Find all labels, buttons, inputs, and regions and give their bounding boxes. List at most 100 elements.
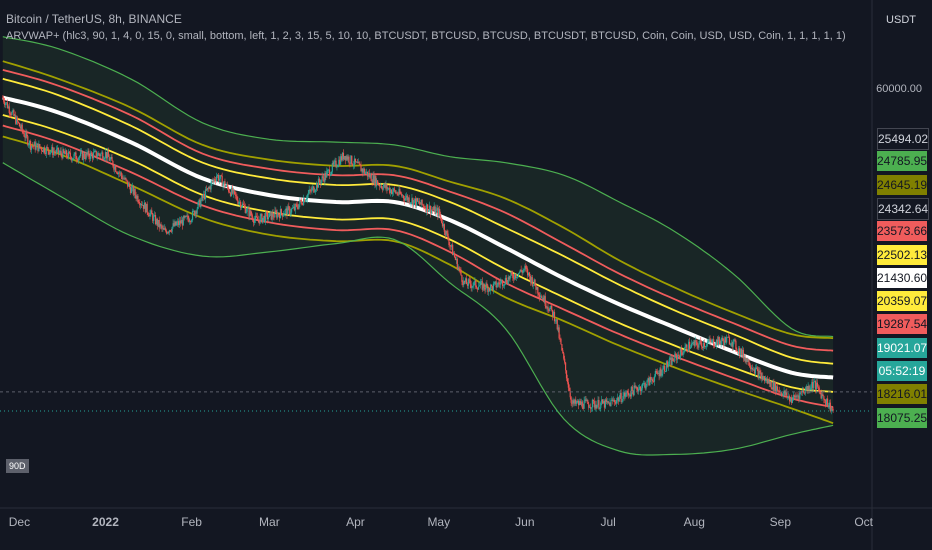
candle-body xyxy=(601,399,603,403)
candle-body xyxy=(652,379,654,382)
candle-body xyxy=(506,282,508,284)
candle-body xyxy=(35,144,37,150)
candle-body xyxy=(503,284,506,286)
candle-body xyxy=(776,386,779,391)
candle-body xyxy=(138,201,140,204)
candle-body xyxy=(288,206,290,208)
candle-body xyxy=(491,286,494,291)
candle-body xyxy=(420,199,422,205)
candle-body xyxy=(66,156,69,158)
candle-body xyxy=(316,183,319,188)
candle-body xyxy=(57,147,59,154)
candle-body xyxy=(207,187,209,189)
candle-body xyxy=(624,392,626,397)
candle-body xyxy=(165,228,167,231)
candle-body xyxy=(322,176,324,179)
candle-body xyxy=(319,182,321,185)
candle-body xyxy=(237,200,239,204)
candle-body xyxy=(356,161,358,164)
indicator-legend[interactable]: ARVWAP+ (hlc3, 90, 1, 4, 0, 15, 0, small… xyxy=(6,30,846,42)
candle-body xyxy=(665,361,668,372)
candle-body xyxy=(563,353,565,359)
candle-body xyxy=(695,340,697,342)
candle-body xyxy=(46,147,48,148)
candle-body xyxy=(236,195,238,201)
candle-body xyxy=(599,407,601,409)
candle-body xyxy=(114,166,116,170)
candle-body xyxy=(472,285,474,287)
candle-body xyxy=(493,282,495,284)
candle-body xyxy=(244,206,246,214)
candle-body xyxy=(808,385,810,391)
candle-body xyxy=(556,319,558,330)
candle-body xyxy=(147,212,149,215)
candle-body xyxy=(395,192,397,194)
candle-body xyxy=(78,157,80,161)
candle-body xyxy=(246,208,248,212)
candle-body xyxy=(204,189,207,200)
candle-body xyxy=(478,285,481,287)
candle-body xyxy=(701,346,704,349)
candle-body xyxy=(116,171,118,173)
candle-body xyxy=(394,190,396,193)
timeframe-badge[interactable]: 90D xyxy=(6,459,29,473)
candle-body xyxy=(709,339,711,341)
candle-body xyxy=(567,382,569,388)
candle-body xyxy=(216,175,219,177)
candle-body xyxy=(267,217,270,220)
candle-body xyxy=(12,110,14,112)
candle-body xyxy=(738,348,740,353)
candle-body xyxy=(403,198,406,201)
candle-body xyxy=(166,232,169,234)
candle-body xyxy=(539,294,541,298)
candle-body xyxy=(480,281,482,282)
candle-body xyxy=(344,155,346,161)
candle-body xyxy=(463,280,465,285)
candle-body xyxy=(515,276,518,278)
candle-body xyxy=(146,203,148,213)
price-tag: 19021.07 xyxy=(877,337,927,358)
candle-body xyxy=(313,186,315,193)
candle-body xyxy=(667,364,669,367)
candle-body xyxy=(16,117,18,124)
candle-body xyxy=(793,395,795,396)
candle-body xyxy=(458,267,460,269)
candle-body xyxy=(52,146,54,155)
candle-body xyxy=(95,150,97,158)
candle-body xyxy=(11,111,13,115)
candle-body xyxy=(362,168,364,173)
candle-body xyxy=(739,349,742,356)
candle-body xyxy=(627,392,630,396)
candle-body xyxy=(570,397,572,403)
candle-body xyxy=(284,209,286,215)
x-tick-label: Jul xyxy=(601,515,616,529)
candle-body xyxy=(798,395,800,399)
candle-body xyxy=(120,172,122,176)
candle-body xyxy=(606,401,608,402)
candle-body xyxy=(54,152,57,153)
candle-body xyxy=(61,154,63,159)
candle-body xyxy=(583,400,585,409)
candle-body xyxy=(292,206,295,209)
band-line-green-outer-upper xyxy=(2,36,834,338)
candle-body xyxy=(325,173,327,178)
candle-body xyxy=(602,399,604,404)
candle-body xyxy=(9,113,11,114)
candle-body xyxy=(768,379,770,384)
candle-body xyxy=(638,388,640,392)
candle-body xyxy=(596,405,598,409)
candle-body xyxy=(97,153,99,156)
candle-body xyxy=(287,206,289,216)
candle-body xyxy=(141,204,144,206)
candle-body xyxy=(419,203,421,205)
candle-body xyxy=(589,407,591,409)
candle-body xyxy=(427,204,429,212)
symbol-title[interactable]: Bitcoin / TetherUS, 8h, BINANCE xyxy=(6,12,182,26)
candle-body xyxy=(783,390,785,393)
candle-body xyxy=(182,216,184,226)
candle-body xyxy=(383,183,385,187)
candle-body xyxy=(639,386,642,392)
candle-body xyxy=(781,394,783,397)
candle-body xyxy=(227,184,229,188)
